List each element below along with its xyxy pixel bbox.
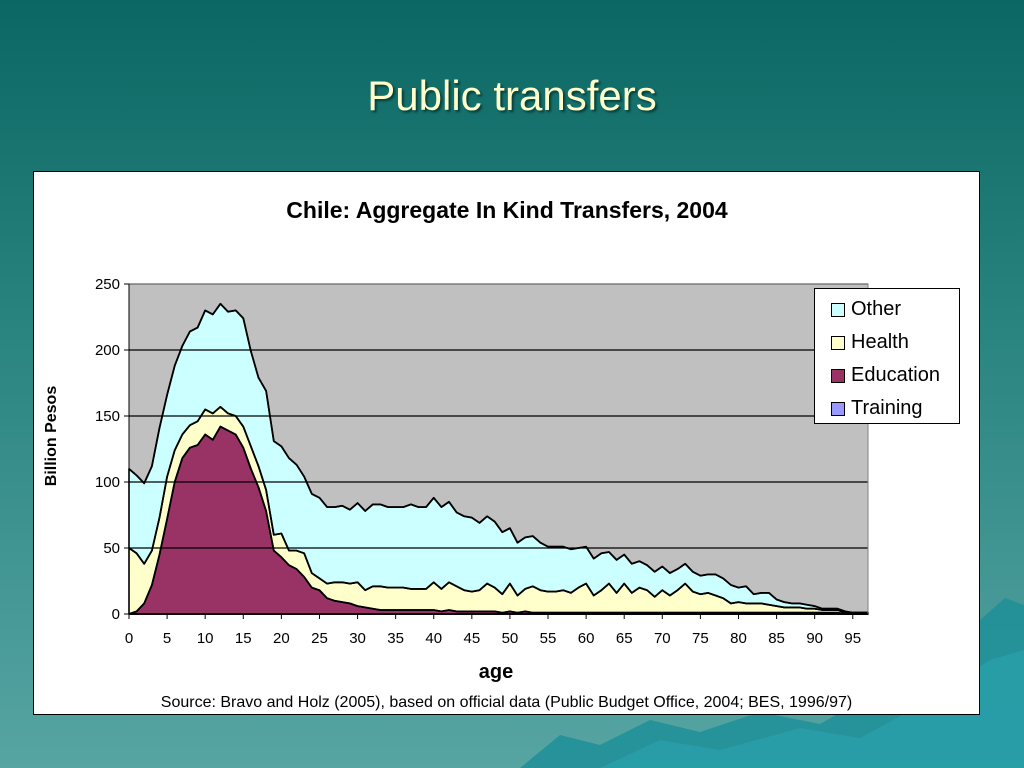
legend-label-health: Health	[851, 331, 909, 353]
legend-item-other: Other	[815, 293, 959, 326]
x-tick-label: 5	[163, 630, 171, 647]
legend-swatch-other	[831, 302, 845, 317]
x-tick-label: 90	[806, 630, 823, 647]
chart-container: Chile: Aggregate In Kind Transfers, 2004…	[33, 171, 980, 715]
x-tick-label: 40	[425, 630, 442, 647]
x-tick-label: 75	[692, 630, 709, 647]
y-tick-label: 100	[95, 474, 120, 491]
x-tick-label: 80	[730, 630, 747, 647]
legend-item-training: Training	[815, 392, 959, 425]
x-tick-label: 0	[125, 630, 133, 647]
x-tick-label: 50	[502, 630, 519, 647]
x-tick-label: 20	[273, 630, 290, 647]
legend-swatch-training	[831, 401, 845, 416]
chart-title: Chile: Aggregate In Kind Transfers, 2004	[286, 197, 728, 223]
legend-item-education: Education	[815, 359, 959, 392]
chart-legend: Other Health Education Training	[814, 288, 960, 424]
x-tick-label: 60	[578, 630, 595, 647]
x-axis-label: age	[479, 661, 513, 683]
legend-label-other: Other	[851, 298, 902, 320]
legend-swatch-education	[831, 368, 845, 383]
stacked-area-chart: Chile: Aggregate In Kind Transfers, 2004…	[43, 197, 869, 683]
legend-item-health: Health	[815, 326, 959, 359]
legend-label-training: Training	[851, 397, 923, 419]
x-tick-label: 55	[540, 630, 557, 647]
x-tick-label: 10	[197, 630, 214, 647]
y-tick-label: 0	[112, 606, 120, 623]
mountain-highlight	[600, 650, 1024, 768]
series-outline-other	[128, 302, 868, 614]
x-tick-label: 35	[387, 630, 404, 647]
x-tick-label: 25	[311, 630, 328, 647]
x-tick-label: 30	[349, 630, 366, 647]
series-outline-education	[128, 425, 868, 615]
y-tick-label: 250	[95, 276, 120, 293]
slide-title: Public transfers	[367, 72, 657, 119]
legend-label-education: Education	[851, 364, 940, 386]
y-tick-label: 150	[95, 408, 120, 425]
x-tick-label: 45	[463, 630, 480, 647]
y-axis-label: Billion Pesos	[43, 386, 60, 487]
x-tick-label: 70	[654, 630, 671, 647]
x-tick-label: 65	[616, 630, 633, 647]
series-outline-health	[128, 405, 868, 614]
source-note: Source: Bravo and Holz (2005), based on …	[160, 694, 853, 711]
x-tick-label: 85	[768, 630, 785, 647]
x-tick-label: 95	[844, 630, 861, 647]
y-tick-label: 200	[95, 342, 120, 359]
y-tick-label: 50	[103, 540, 120, 557]
legend-swatch-health	[831, 335, 845, 350]
x-tick-label: 15	[235, 630, 252, 647]
